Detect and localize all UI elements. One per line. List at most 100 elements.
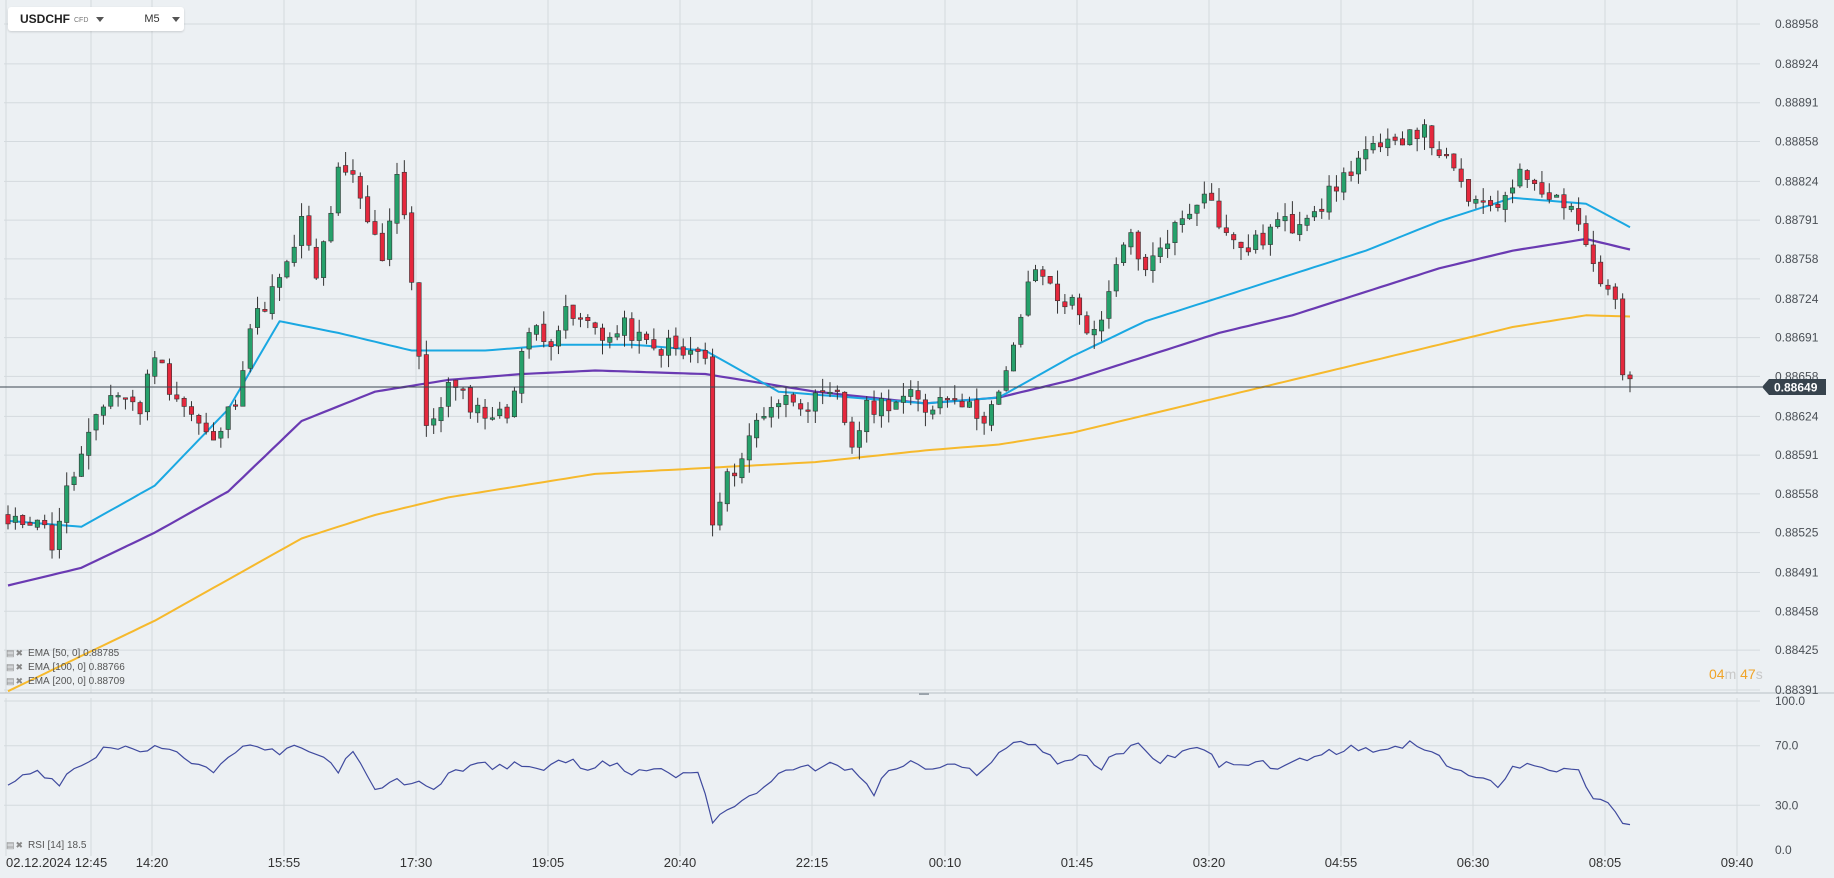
candle-bearish [1062, 301, 1068, 308]
candle-bullish [519, 350, 525, 394]
candle-bullish [746, 435, 752, 461]
timeframe-label[interactable]: M5 [144, 13, 160, 25]
candle-bearish [1399, 138, 1405, 146]
indicator-settings-icon[interactable]: ▤✖ [6, 676, 25, 686]
candle-bullish [152, 357, 158, 377]
candle-bearish [122, 397, 128, 400]
rsi-axis[interactable]: 100.0 70.0 30.0 0.0 [1775, 694, 1805, 857]
symbol-dropdown-icon[interactable] [96, 16, 105, 22]
candle-bearish [658, 349, 664, 356]
candle-bullish [1554, 194, 1560, 198]
candle-bullish [387, 220, 393, 260]
indicator-settings-icon[interactable]: ▤✖ [6, 840, 25, 850]
time-tick-label: 03:20 [1193, 855, 1226, 870]
candle-bullish [321, 241, 327, 278]
candle-bullish [533, 325, 539, 335]
legend-rsi[interactable]: ▤✖ RSI [14] 18.5 [6, 840, 86, 851]
candle-bullish [511, 390, 517, 418]
ema-100-line [7, 237, 1631, 587]
candle-bullish [563, 306, 569, 331]
candle-bearish [1590, 244, 1596, 264]
legend-ema-200[interactable]: ▤✖ EMA [200, 0] 0.88709 [6, 676, 125, 687]
candle-bearish [409, 212, 415, 283]
price-tick-label: 0.88791 [1775, 213, 1819, 227]
legend-label: RSI [28, 840, 45, 851]
time-tick-label: 12:45 [75, 855, 108, 870]
candle-bullish [64, 485, 70, 523]
time-tick-label: 20:40 [664, 855, 697, 870]
candle-bearish [1231, 234, 1237, 241]
time-tick-label: 00:10 [929, 855, 962, 870]
candle-bearish [504, 406, 510, 419]
candle-bearish [1289, 214, 1295, 234]
candle-bullish [277, 277, 283, 288]
price-tick-label: 0.88924 [1775, 57, 1819, 71]
candle-bearish [1040, 269, 1046, 277]
timeframe-dropdown-icon[interactable] [171, 16, 180, 22]
candle-bullish [445, 382, 451, 407]
time-axis[interactable]: 02.12.2024 12:45 14:20 15:55 17:30 19:05 20:40… [6, 855, 1753, 870]
candle-bearish [1612, 286, 1618, 300]
indicator-settings-icon[interactable]: ▤✖ [6, 648, 25, 658]
symbol-label[interactable]: USDCHF [20, 12, 70, 26]
candle-bullish [776, 403, 782, 408]
candle-bearish [1436, 149, 1442, 156]
indicator-settings-icon[interactable]: ▤✖ [6, 662, 25, 672]
candle-bearish [5, 514, 11, 525]
countdown-seconds: 47 [1740, 666, 1756, 682]
candle-bearish [952, 398, 958, 401]
candle-bullish [526, 332, 532, 350]
candle-bearish [1546, 192, 1552, 200]
candle-bullish [12, 515, 18, 523]
candle-bearish [1260, 232, 1266, 246]
price-tick-label: 0.88691 [1775, 331, 1819, 345]
candle-bearish [350, 170, 356, 175]
candle-bullish [284, 261, 290, 278]
candle-bullish [1341, 172, 1347, 193]
pane-divider-handle[interactable] [919, 693, 929, 695]
legend-ema-100[interactable]: ▤✖ EMA [100, 0] 0.88766 [6, 662, 125, 673]
instrument-toolbar[interactable]: USDCHF CFD M5 [8, 7, 184, 31]
candle-bearish [871, 400, 877, 415]
candle-bullish [394, 174, 400, 224]
candle-bullish [1385, 138, 1391, 149]
candle-bullish [739, 458, 745, 479]
candle-bearish [922, 399, 928, 413]
candle-bullish [768, 407, 774, 418]
candle-bullish [636, 331, 642, 341]
candle-bearish [1392, 136, 1398, 141]
candle-bullish [856, 430, 862, 448]
candle-bullish [1179, 218, 1185, 225]
candle-bullish [783, 395, 789, 405]
candle-bullish [93, 414, 99, 431]
candle-bullish [1003, 370, 1009, 391]
time-tick-label: 06:30 [1457, 855, 1490, 870]
candle-bearish [211, 431, 217, 441]
current-price-label: 0.88649 [1774, 380, 1818, 394]
candle-bearish [1238, 241, 1244, 249]
candle-bullish [240, 370, 246, 407]
candle-bearish [49, 524, 55, 551]
candle-bearish [181, 397, 187, 407]
price-axis[interactable]: 0.88958 0.88924 0.88891 0.88858 0.88824 0.887… [1775, 17, 1819, 697]
candle-bearish [1333, 186, 1339, 192]
candle-bullish [555, 330, 561, 347]
candle-bullish [1267, 226, 1273, 245]
legend-value: 18.5 [66, 840, 87, 851]
candle-bearish [313, 246, 319, 279]
legend-ema-50[interactable]: ▤✖ EMA [50, 0] 0.88785 [6, 648, 119, 659]
candle-bullish [1128, 232, 1134, 248]
candle-bullish [269, 286, 275, 314]
candle-bullish [622, 317, 628, 336]
candle-bearish [592, 322, 598, 328]
candle-bullish [996, 391, 1002, 405]
candle-bullish [1157, 247, 1163, 257]
candle-bearish [20, 515, 26, 525]
price-tick-label: 0.88558 [1775, 487, 1819, 501]
candle-bearish [599, 327, 605, 341]
price-tick-label: 0.88624 [1775, 409, 1819, 423]
candle-bearish [1135, 231, 1141, 260]
legend-label: EMA [28, 648, 50, 659]
candle-bearish [644, 333, 650, 340]
